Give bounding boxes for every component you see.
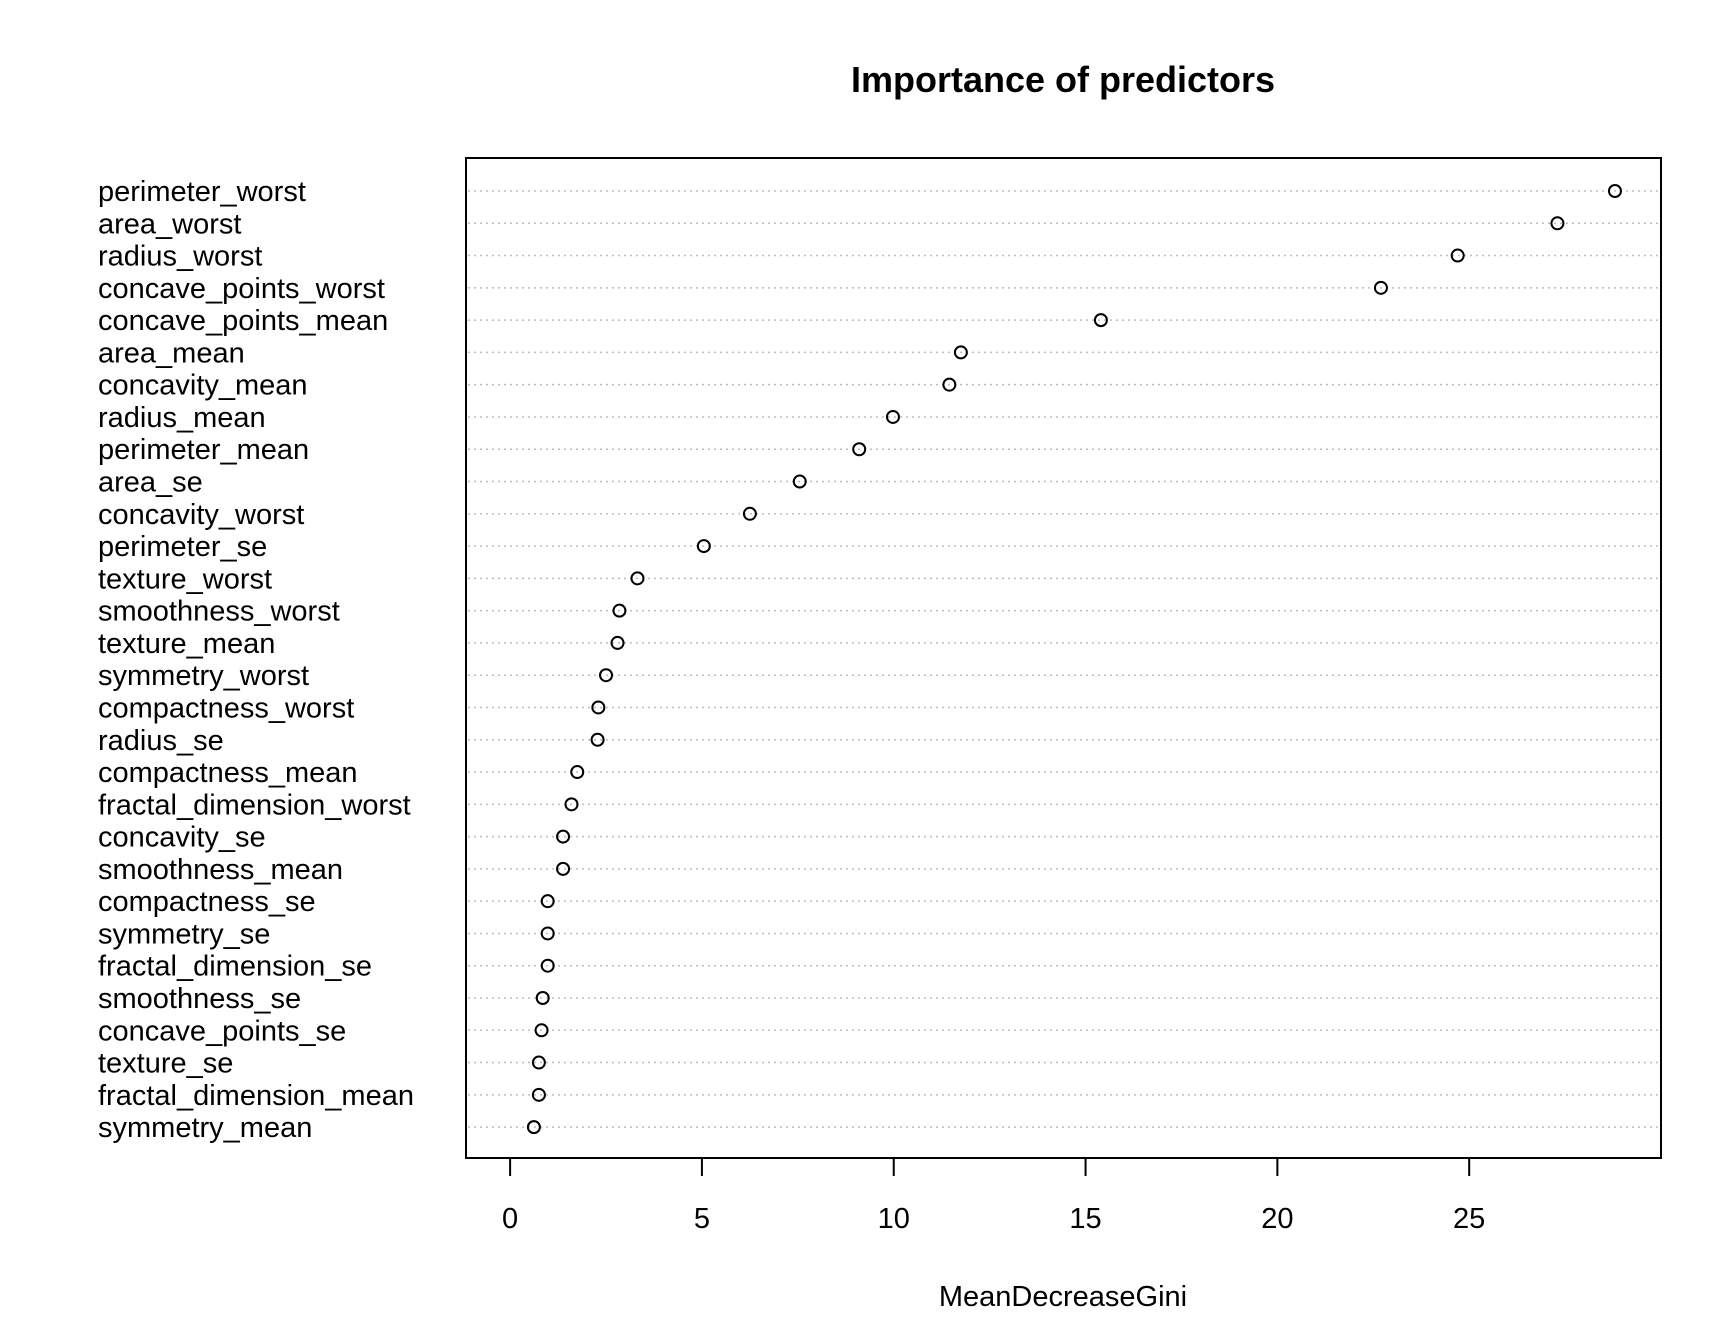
category-label: fractal_dimension_worst (98, 789, 411, 821)
chart-title: Importance of predictors (851, 59, 1275, 100)
data-point (942, 377, 957, 392)
category-label: smoothness_se (98, 983, 301, 1015)
category-label: symmetry_mean (98, 1112, 312, 1144)
category-label: compactness_mean (98, 757, 358, 789)
data-point (630, 571, 645, 586)
data-point (564, 797, 579, 812)
category-label: area_mean (98, 337, 245, 369)
data-point (556, 829, 571, 844)
x-tick-label: 5 (694, 1203, 710, 1235)
x-axis-title: MeanDecreaseGini (939, 1281, 1187, 1313)
data-point (570, 765, 585, 780)
category-label: texture_se (98, 1048, 233, 1080)
data-point (556, 861, 571, 876)
category-label: perimeter_se (98, 531, 267, 563)
data-point (535, 991, 550, 1005)
plot-frame (465, 157, 1662, 1159)
data-point (534, 1023, 549, 1038)
x-tick-label: 10 (878, 1203, 910, 1235)
data-point (612, 603, 627, 618)
category-label: concavity_mean (98, 370, 308, 402)
category-label: area_worst (98, 208, 241, 240)
data-point (1550, 216, 1565, 231)
data-point (540, 926, 555, 941)
data-point (1093, 313, 1108, 328)
data-point (852, 442, 867, 457)
data-point (540, 958, 555, 973)
category-labels: perimeter_worstarea_worstradius_worstcon… (98, 176, 414, 1144)
category-label: perimeter_worst (98, 176, 306, 208)
data-point (531, 1055, 546, 1070)
data-point (885, 409, 900, 424)
x-tick-label: 20 (1261, 1203, 1293, 1235)
data-point (1450, 248, 1465, 263)
data-point (540, 894, 555, 909)
category-label: smoothness_mean (98, 854, 343, 886)
data-point (610, 635, 625, 650)
category-label: texture_worst (98, 563, 272, 595)
data-point (953, 345, 968, 360)
category-label: symmetry_worst (98, 660, 309, 692)
data-point (531, 1087, 546, 1102)
x-tick-label: 25 (1453, 1203, 1485, 1235)
category-label: compactness_worst (98, 692, 354, 724)
category-label: concave_points_mean (98, 305, 388, 337)
x-axis: 0 5 10 15 20 25 (502, 1157, 1485, 1235)
category-label: radius_mean (98, 402, 266, 434)
category-label: concavity_se (98, 822, 266, 854)
category-label: concavity_worst (98, 499, 304, 531)
category-label: fractal_dimension_se (98, 951, 372, 983)
category-label: compactness_se (98, 886, 316, 918)
category-label: concave_points_se (98, 1015, 346, 1047)
data-point (1373, 280, 1388, 295)
x-tick-label: 0 (502, 1203, 518, 1235)
category-label: radius_worst (98, 241, 262, 273)
x-tick-label: 15 (1069, 1203, 1101, 1235)
data-point (742, 506, 757, 521)
data-point (590, 732, 605, 747)
data-point (599, 668, 614, 683)
category-label: radius_se (98, 725, 224, 757)
category-label: concave_points_worst (98, 273, 385, 305)
category-label: smoothness_worst (98, 596, 340, 628)
data-point (792, 474, 807, 489)
data-point (591, 700, 606, 715)
data-points (526, 184, 1622, 1135)
data-point (1607, 184, 1622, 198)
category-label: area_se (98, 467, 203, 499)
gridlines (468, 190, 1659, 1128)
category-label: fractal_dimension_mean (98, 1080, 414, 1112)
category-label: symmetry_se (98, 918, 270, 950)
data-point (696, 539, 711, 554)
category-label: texture_mean (98, 628, 275, 660)
data-point (526, 1120, 541, 1135)
category-label: perimeter_mean (98, 434, 309, 466)
